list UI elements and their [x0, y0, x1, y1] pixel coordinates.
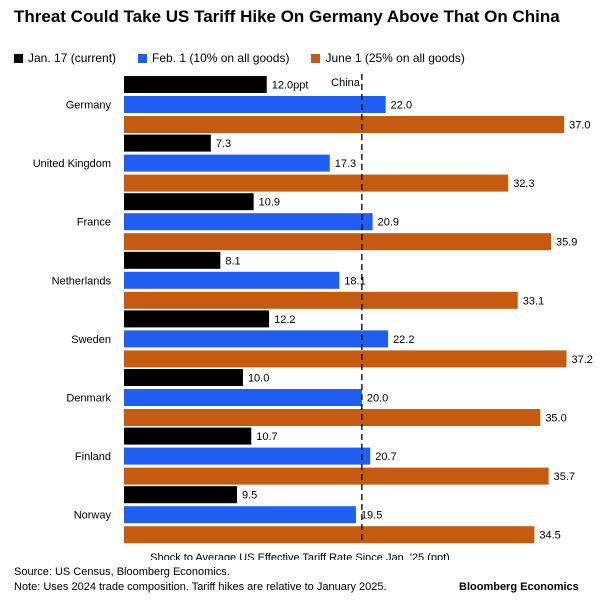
bar-finland-series-1	[124, 447, 371, 465]
bar-denmark-series-1	[124, 389, 362, 406]
data-label-sweden-series-1: 22.2	[393, 334, 414, 346]
bar-germany-series-2	[124, 116, 565, 133]
bar-germany-series-0	[124, 76, 267, 93]
bar-norway-series-1	[124, 506, 356, 524]
bar-united-kingdom-series-0	[124, 134, 211, 152]
data-label-denmark-series-0: 10.0	[248, 373, 269, 385]
bar-sweden-series-1	[124, 330, 389, 348]
x-axis-label: Shock to Average US Effective Tariff Rat…	[150, 552, 450, 560]
data-label-norway-series-1: 19.5	[361, 510, 382, 522]
data-label-sweden-series-0: 12.2	[274, 314, 295, 326]
bar-netherlands-series-2	[124, 291, 518, 309]
bar-france-series-2	[124, 233, 552, 251]
source-note: Source: US Census, Bloomberg Economics.	[14, 566, 230, 578]
bar-sweden-series-2	[124, 350, 567, 368]
reference-line-label: China	[331, 77, 361, 89]
bar-finland-series-2	[124, 467, 549, 485]
bar-norway-series-2	[124, 526, 535, 544]
data-label-netherlands-series-2: 33.1	[523, 295, 544, 307]
bar-finland-series-0	[124, 427, 252, 445]
data-label-united-kingdom-series-2: 32.3	[513, 178, 534, 190]
data-label-germany-series-2: 37.0	[569, 120, 590, 132]
data-label-netherlands-series-1: 18.1	[344, 275, 365, 287]
bar-sweden-series-0	[124, 310, 270, 328]
bar-germany-series-1	[124, 96, 386, 113]
footnote: Note: Uses 2024 trade composition. Tarif…	[14, 581, 387, 593]
data-label-netherlands-series-0: 8.1	[225, 255, 240, 267]
data-label-germany-series-0: 12.0ppt	[272, 80, 309, 92]
legend-label-jan17: Jan. 17 (current)	[28, 51, 117, 65]
bar-norway-series-0	[124, 486, 237, 504]
legend-swatch-june1	[311, 53, 321, 63]
data-label-france-series-1: 20.9	[378, 217, 399, 229]
bar-netherlands-series-1	[124, 271, 340, 289]
category-label-netherlands: Netherlands	[52, 275, 112, 287]
legend-item-jan17: Jan. 17 (current)	[14, 51, 116, 65]
category-label-sweden: Sweden	[71, 334, 111, 346]
bar-chart: Germany 12.0ppt 22.0 37.0 United Kingdom 7.3 1…	[33, 74, 593, 560]
brand-logo-text: Bloomberg Economics	[459, 581, 579, 593]
category-label-denmark: Denmark	[66, 393, 111, 405]
chart-title: Threat Could Take US Tariff Hike On Germ…	[14, 7, 560, 26]
data-label-finland-series-1: 20.7	[375, 451, 396, 463]
data-label-norway-series-0: 9.5	[242, 490, 257, 502]
legend-item-june1: June 1 (25% on all goods)	[311, 51, 465, 65]
legend-swatch-feb1	[138, 53, 148, 63]
legend-label-june1: June 1 (25% on all goods)	[325, 51, 465, 65]
category-label-germany: Germany	[66, 100, 112, 112]
category-label-united-kingdom: United Kingdom	[33, 158, 111, 170]
legend-item-feb1: Feb. 1 (10% on all goods)	[138, 51, 289, 65]
data-label-united-kingdom-series-1: 17.3	[335, 158, 356, 170]
category-label-france: France	[77, 217, 111, 229]
data-label-norway-series-2: 34.5	[539, 530, 560, 542]
data-label-sweden-series-2: 37.2	[571, 354, 592, 366]
legend-swatch-jan17	[14, 53, 23, 63]
bar-france-series-1	[124, 213, 373, 231]
category-label-norway: Norway	[74, 510, 112, 522]
data-label-denmark-series-2: 35.0	[545, 413, 566, 425]
data-label-finland-series-0: 10.7	[256, 431, 277, 443]
data-label-germany-series-1: 22.0	[391, 100, 412, 112]
bar-united-kingdom-series-1	[124, 154, 330, 172]
data-label-france-series-2: 35.9	[556, 237, 577, 249]
category-label-finland: Finland	[75, 451, 111, 463]
bar-united-kingdom-series-2	[124, 174, 509, 192]
bar-denmark-series-0	[124, 369, 243, 386]
data-label-united-kingdom-series-0: 7.3	[216, 138, 231, 150]
legend-label-feb1: Feb. 1 (10% on all goods)	[152, 51, 290, 65]
data-label-finland-series-2: 35.7	[554, 471, 575, 483]
bar-france-series-0	[124, 193, 254, 211]
data-label-france-series-0: 10.9	[259, 197, 280, 209]
legend: Jan. 17 (current) Feb. 1 (10% on all goo…	[14, 50, 487, 66]
bar-netherlands-series-0	[124, 251, 221, 269]
bar-denmark-series-2	[124, 409, 541, 426]
data-label-denmark-series-1: 20.0	[367, 393, 388, 405]
